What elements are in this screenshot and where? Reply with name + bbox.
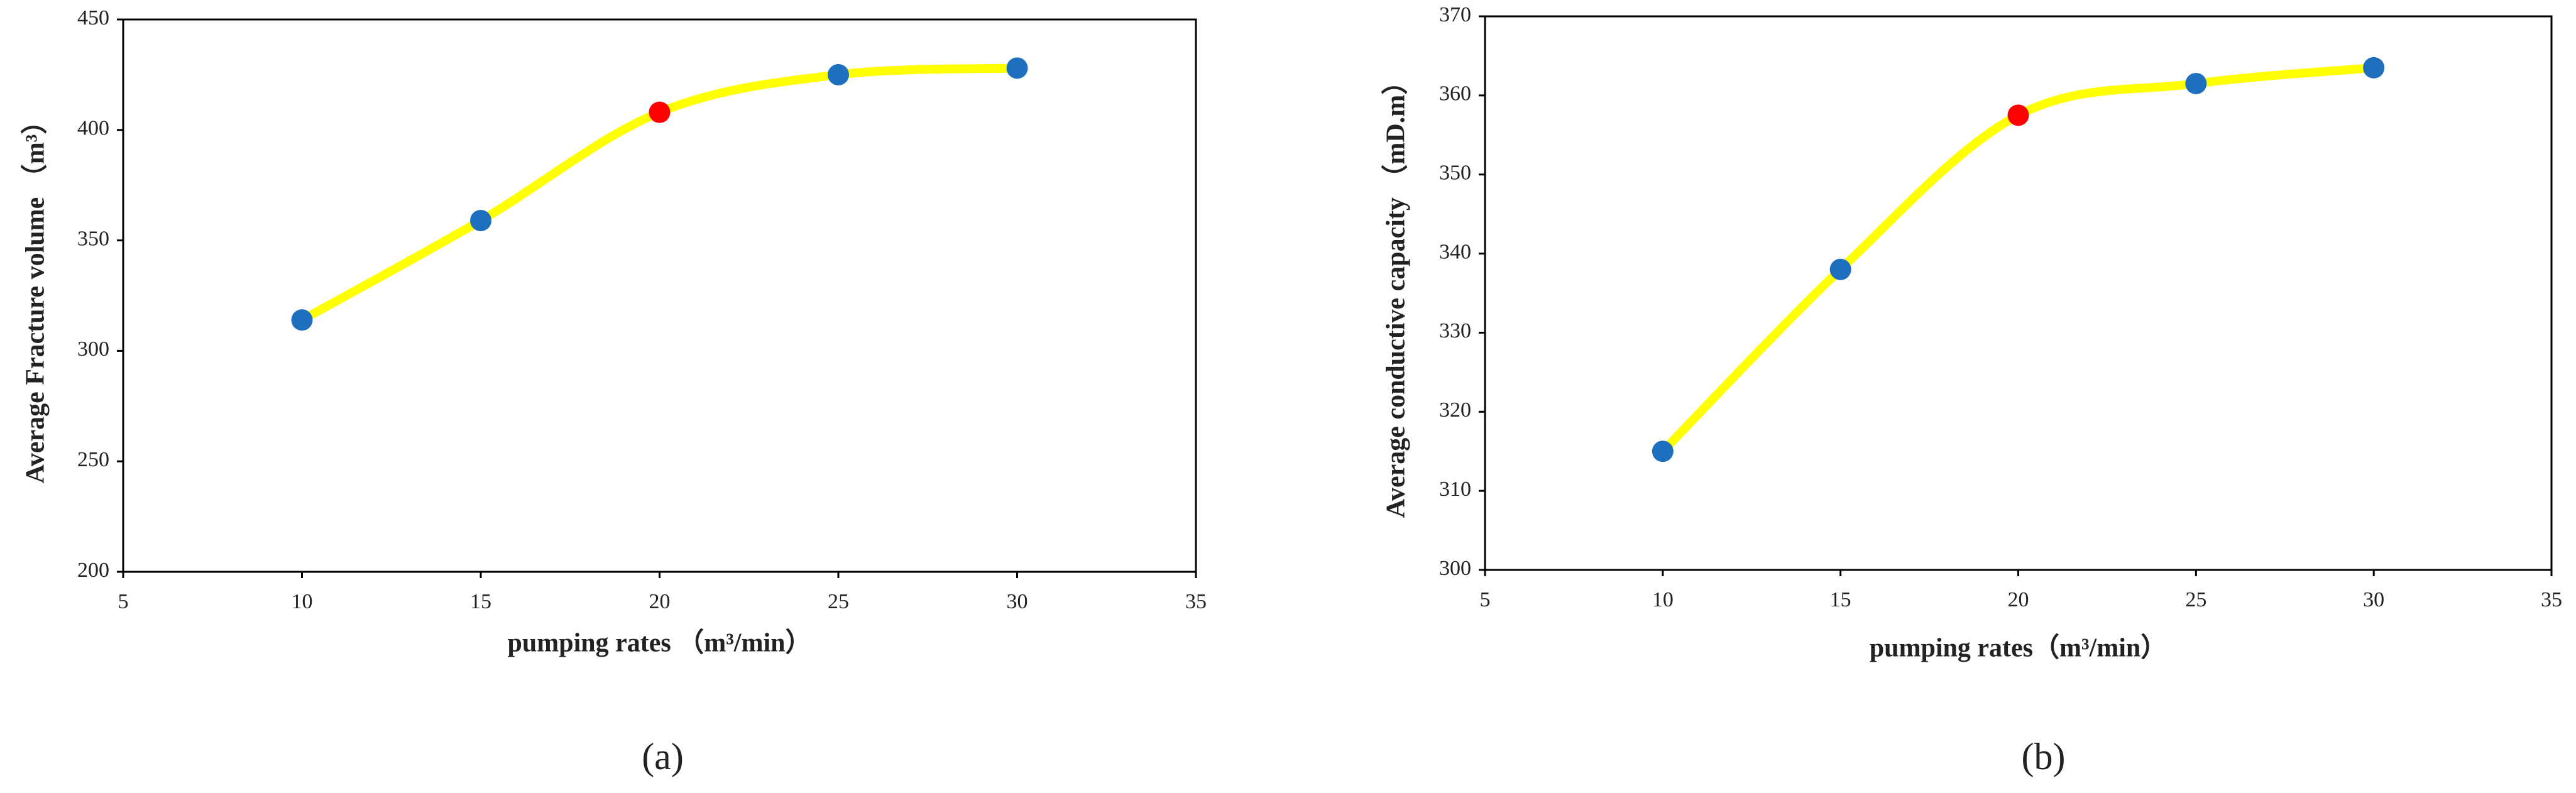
x-tick-label: 20 <box>2008 588 2029 611</box>
x-axis-label: pumping rates（m³/min） <box>1870 633 2167 663</box>
x-tick-label: 25 <box>828 590 849 613</box>
point <box>470 209 491 231</box>
y-tick-label: 400 <box>77 117 109 140</box>
x-axis-label: pumping rates （m³/min） <box>508 628 812 658</box>
plot-frame <box>1484 15 2553 571</box>
y-tick-label: 300 <box>1439 557 1471 580</box>
curve <box>1658 63 2379 456</box>
x-tick-label: 20 <box>649 590 671 613</box>
x-tick-label: 5 <box>118 590 129 613</box>
x-tick-label: 10 <box>292 590 313 613</box>
caption: (a) <box>642 736 684 777</box>
y-tick-label: 320 <box>1439 398 1471 422</box>
x-tick-label: 25 <box>2185 588 2206 611</box>
x-tick-label: 35 <box>1185 590 1207 613</box>
y-tick-label: 250 <box>77 448 109 471</box>
y-tick-label: 200 <box>77 559 109 582</box>
y-tick-label: 350 <box>1439 161 1471 185</box>
x-tick-label: 10 <box>1652 588 1674 611</box>
caption: (b) <box>2022 736 2066 777</box>
y-tick-label: 350 <box>77 227 109 250</box>
x-tick-label: 15 <box>470 590 491 613</box>
point <box>1652 440 1674 462</box>
x-tick-label: 30 <box>1007 590 1028 613</box>
y-tick-label: 330 <box>1439 319 1471 342</box>
y-tick-label: 300 <box>77 337 109 361</box>
y-axis-label: Average Fracture volume （m³） <box>21 108 50 484</box>
x-tick-label: 30 <box>2363 588 2384 611</box>
point <box>828 63 849 85</box>
y-tick-label: 370 <box>1439 3 1471 26</box>
point <box>649 101 671 123</box>
point <box>2363 57 2385 79</box>
point <box>2185 72 2207 94</box>
y-tick-label: 360 <box>1439 82 1471 106</box>
y-tick-label: 450 <box>77 6 109 30</box>
point <box>291 309 313 331</box>
y-tick-label: 310 <box>1439 478 1471 501</box>
y-axis-label: Average conductive capacity （mD.m） <box>1381 68 1411 518</box>
point <box>2007 104 2029 126</box>
x-tick-label: 15 <box>1830 588 1851 611</box>
x-tick-label: 5 <box>1480 588 1491 611</box>
point <box>1006 57 1028 79</box>
y-tick-label: 340 <box>1439 240 1471 263</box>
point <box>1829 258 1851 280</box>
x-tick-label: 35 <box>2541 588 2562 611</box>
